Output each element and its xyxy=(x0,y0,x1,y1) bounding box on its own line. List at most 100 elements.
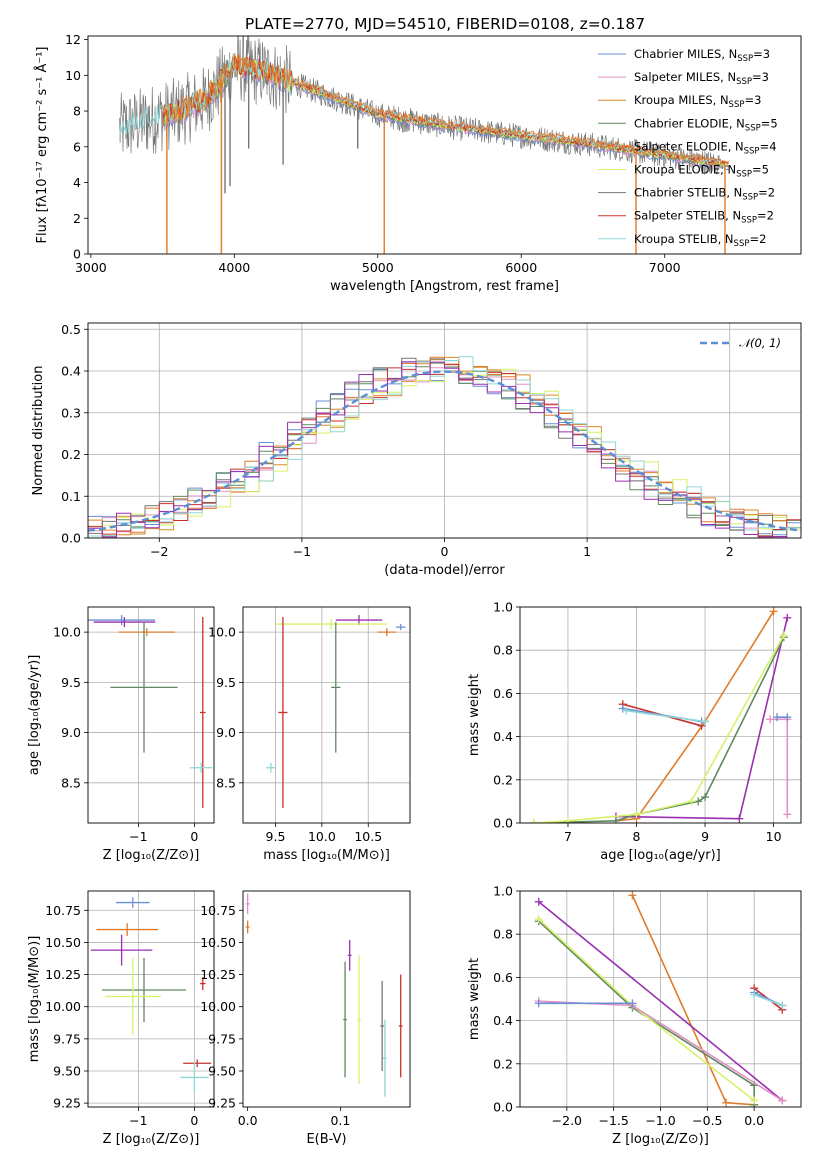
y-tick-label: 0 xyxy=(73,247,81,262)
panels: 3000 4000 5000 6000 7000024681012wavelength … xyxy=(27,32,802,1147)
y-tick-label: 12 xyxy=(65,32,81,47)
data-point xyxy=(102,957,186,1023)
x-tick-label: 4000 xyxy=(218,260,250,275)
x-axis-label: E(B-V) xyxy=(306,1132,346,1147)
y-tick-label: 10.25 xyxy=(45,967,81,982)
axes-frame xyxy=(519,890,802,1108)
legend-label: Chabrier STELIB, N xyxy=(634,186,742,200)
x-tick-label: 2 xyxy=(726,544,734,559)
series-marker xyxy=(534,999,543,1008)
legend-entry: Kroupa STELIB, NSSP=2 xyxy=(634,232,766,249)
y-tick-label: 4 xyxy=(73,175,81,190)
series-marker xyxy=(750,1096,759,1105)
y-tick-label: 0.0 xyxy=(61,531,81,546)
series-marker xyxy=(766,715,775,724)
series-marker xyxy=(783,810,792,819)
y-axis-label: age [log₁₀(age/yr)] xyxy=(27,655,42,776)
legend-eq: =3 xyxy=(752,70,769,84)
data-point xyxy=(398,974,403,1078)
legend-label: Chabrier ELODIE, N xyxy=(634,116,745,130)
y-tick-label: 0.2 xyxy=(61,447,81,462)
legend-eq: =5 xyxy=(752,163,769,177)
x-tick-label: 7000 xyxy=(649,260,681,275)
normal-curve xyxy=(88,370,801,532)
mass_vs_ebv-panel: 0.0 0.1 9.25 9.50 9.75 10.00 10.25 10.50 10.75 E(… xyxy=(200,890,411,1147)
y-axis-label: mass weight xyxy=(467,958,482,1040)
series-marker xyxy=(534,915,543,924)
x-tick-label: −1 xyxy=(293,544,311,559)
plot-area xyxy=(245,893,403,1097)
plot-area xyxy=(520,891,801,1107)
x-tick-label: 0 xyxy=(190,1113,198,1128)
residuals-panel: −2 −1 0 1 2 0.0 0.1 0.2 0.3 0.4 0.5 (data-model)/er… xyxy=(31,322,802,578)
y-tick-label: 2 xyxy=(73,211,81,226)
y-tick-label: 9.5 xyxy=(216,675,236,690)
series-marker xyxy=(779,631,788,640)
data-point xyxy=(96,923,158,936)
axes-frame xyxy=(519,606,802,824)
legend-label: Kroupa MILES, N xyxy=(634,93,729,107)
series-marker xyxy=(778,1001,787,1010)
figure-title: PLATE=2770, MJD=54510, FIBERID=0108, z=0… xyxy=(245,15,645,33)
legend-label: Kroupa STELIB, N xyxy=(634,232,734,246)
data-point xyxy=(88,615,156,626)
age_vs_Z-panel: −1 0 8.5 9.0 9.5 10.0 Z [log₁₀(Z/Z⊙)] age [log₁… xyxy=(27,606,215,863)
data-point xyxy=(189,762,213,773)
x-tick-label: 0 xyxy=(190,829,198,844)
y-axis-label: mass [log₁₀(M/M⊙)] xyxy=(27,936,42,1063)
y-tick-label: 10.75 xyxy=(200,903,236,918)
y-axis-label: Normed distribution xyxy=(31,366,46,496)
legend-eq: =5 xyxy=(761,116,778,130)
series-marker xyxy=(694,797,703,806)
x-tick-label: −1.5 xyxy=(598,1113,628,1128)
y-tick-label: 8.5 xyxy=(61,775,81,790)
data-point xyxy=(377,628,397,637)
series-marker xyxy=(701,793,710,802)
legend-label: Salpeter STELIB, N xyxy=(634,209,741,223)
axes-frame xyxy=(242,606,411,824)
axes-frame xyxy=(87,890,215,1108)
massweight_vs_age-panel: 7 8 9 10 0.0 0.2 0.4 0.6 0.8 1.0 age [log₁₀(age/yr… xyxy=(467,600,802,863)
legend-eq: =2 xyxy=(757,209,774,223)
x-tick-label: 9 xyxy=(701,829,709,844)
data-point xyxy=(90,934,153,966)
series-marker xyxy=(628,891,637,900)
series-marker xyxy=(773,713,782,722)
series-line xyxy=(615,610,775,822)
axes-frame xyxy=(87,322,802,539)
y-tick-label: 0.2 xyxy=(493,772,513,787)
legend-eq: =3 xyxy=(753,47,770,61)
x-tick-label: 10 xyxy=(766,829,782,844)
legend-entry: Chabrier ELODIE, NSSP=5 xyxy=(634,116,778,133)
data-point xyxy=(104,957,161,1035)
x-tick-label: 0.0 xyxy=(238,1113,258,1128)
legend-sub: SSP xyxy=(736,170,752,180)
x-tick-label: −2 xyxy=(150,544,168,559)
y-tick-label: 8.5 xyxy=(216,775,236,790)
data-point xyxy=(118,628,175,637)
data-point xyxy=(183,1059,212,1068)
series-marker xyxy=(534,897,543,906)
x-tick-label: 10.5 xyxy=(354,829,382,844)
legend-sub: SSP xyxy=(737,54,753,64)
legend-eq: =2 xyxy=(758,186,775,200)
legend-sub: SSP xyxy=(734,239,750,249)
legend-eq: =3 xyxy=(744,93,761,107)
data-point xyxy=(396,624,406,631)
series-marker xyxy=(769,607,778,616)
y-tick-label: 0.3 xyxy=(61,405,81,420)
y-tick-label: 10.0 xyxy=(53,625,81,640)
y-tick-label: 8 xyxy=(73,104,81,119)
series-marker xyxy=(778,1096,787,1105)
y-tick-label: 9.50 xyxy=(208,1064,236,1079)
data-point xyxy=(335,615,383,626)
legend-eq: =2 xyxy=(749,232,766,246)
data-point xyxy=(245,920,250,934)
massweight_vs_Z-panel: −2.0 −1.5 −1.0 −0.5 0.0 0.0 0.2 0.4 0.6 0.8 1.0 Z [… xyxy=(467,884,802,1147)
legend-sub: SSP xyxy=(744,146,760,156)
x-tick-label: −1.0 xyxy=(645,1113,675,1128)
series-line xyxy=(753,993,783,1007)
y-tick-label: 9.0 xyxy=(216,725,236,740)
legend-entry: Kroupa ELODIE, NSSP=5 xyxy=(634,163,769,180)
y-tick-label: 0.5 xyxy=(61,322,81,337)
